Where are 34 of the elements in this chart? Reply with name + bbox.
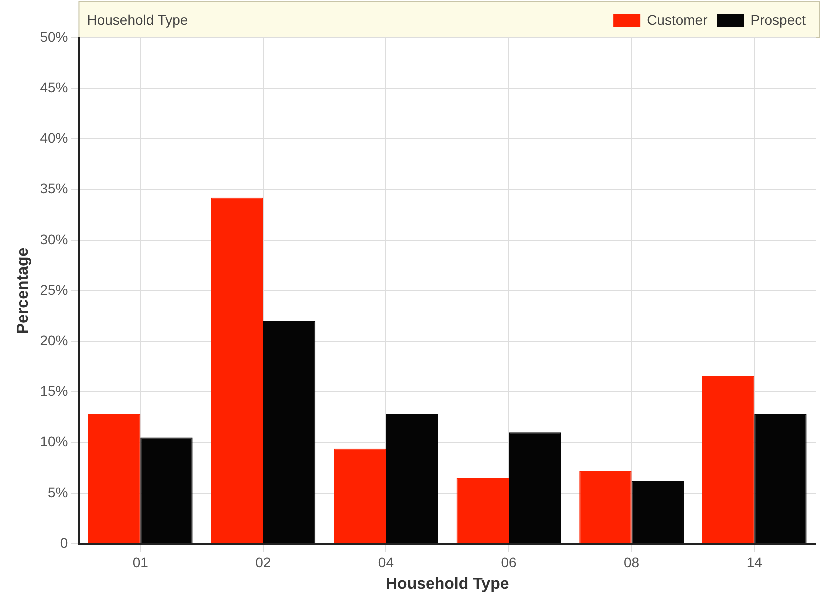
y-tick-label: 25% — [40, 282, 68, 298]
bar — [754, 414, 807, 544]
bar — [211, 198, 264, 544]
bar — [580, 471, 632, 544]
y-tick-label: 5% — [48, 484, 68, 500]
y-tick-label: 15% — [40, 383, 68, 400]
y-tick-label: 10% — [40, 434, 68, 450]
bar — [632, 481, 684, 544]
y-tick-label: 20% — [40, 332, 68, 348]
x-tick-label: 04 — [378, 554, 394, 570]
legend-label: Customer — [647, 12, 708, 28]
x-tick-label: 02 — [256, 554, 272, 570]
bar — [334, 448, 386, 544]
y-axis-title: Percentage — [15, 248, 32, 334]
x-tick-label: 08 — [624, 554, 640, 570]
bar — [263, 321, 316, 544]
bar — [702, 376, 755, 544]
bar — [140, 438, 193, 544]
bar — [386, 414, 438, 544]
chart-title: Household Type — [87, 12, 188, 28]
x-axis-title: Household Type — [386, 576, 510, 593]
bar — [88, 414, 141, 544]
x-tick-label: 14 — [746, 554, 763, 570]
x-tick-label: 01 — [132, 554, 149, 570]
y-tick-label: 50% — [40, 28, 68, 45]
y-tick-label: 0 — [60, 534, 68, 551]
bar — [509, 432, 562, 544]
y-tick-label: 40% — [40, 130, 68, 146]
legend-label: Prospect — [750, 12, 806, 28]
y-tick-label: 30% — [40, 231, 68, 248]
y-tick-label: 35% — [40, 180, 68, 197]
x-tick-label: 06 — [501, 554, 518, 570]
y-tick-label: 45% — [40, 79, 68, 96]
bar — [456, 478, 510, 544]
